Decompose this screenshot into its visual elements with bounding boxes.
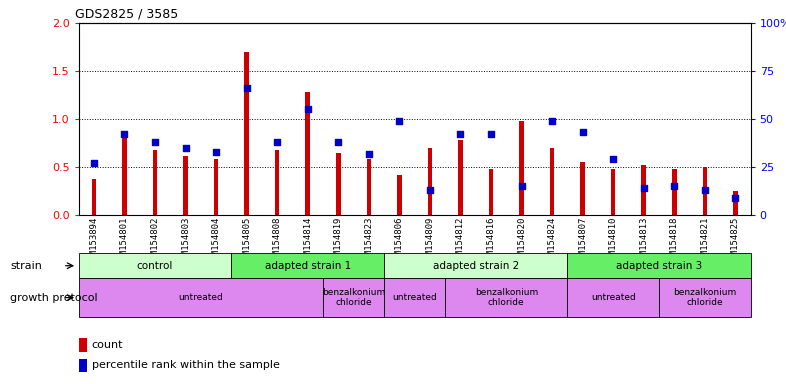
- Bar: [733, 191, 737, 215]
- Text: adapted strain 3: adapted strain 3: [616, 261, 702, 271]
- Bar: [445, 278, 567, 317]
- Bar: [244, 52, 249, 215]
- Bar: [611, 169, 615, 215]
- Text: untreated: untreated: [178, 293, 223, 302]
- Bar: [122, 136, 127, 215]
- Bar: [703, 167, 707, 215]
- Point: [241, 85, 253, 91]
- Bar: [183, 156, 188, 215]
- Bar: [659, 278, 751, 317]
- Point: [271, 139, 284, 145]
- Bar: [384, 278, 445, 317]
- Bar: [306, 92, 310, 215]
- Bar: [366, 159, 371, 215]
- Text: adapted strain 1: adapted strain 1: [265, 261, 351, 271]
- Bar: [231, 253, 384, 278]
- Point: [362, 151, 375, 157]
- Bar: [336, 152, 340, 215]
- Bar: [79, 278, 323, 317]
- Point: [516, 183, 528, 189]
- Bar: [152, 150, 157, 215]
- Bar: [580, 162, 585, 215]
- Point: [637, 185, 650, 191]
- Point: [668, 183, 681, 189]
- Point: [485, 131, 498, 137]
- Bar: [489, 169, 494, 215]
- Bar: [458, 140, 463, 215]
- Bar: [92, 179, 96, 215]
- Text: untreated: untreated: [591, 293, 636, 302]
- Point: [424, 187, 436, 193]
- Bar: [214, 159, 219, 215]
- Point: [332, 139, 344, 145]
- Bar: [428, 148, 432, 215]
- Text: benzalkonium
chloride: benzalkonium chloride: [322, 288, 385, 307]
- Bar: [397, 175, 402, 215]
- Point: [393, 118, 406, 124]
- Point: [699, 187, 711, 193]
- Text: count: count: [92, 340, 123, 350]
- Point: [149, 139, 161, 145]
- Text: strain: strain: [10, 261, 42, 271]
- Bar: [275, 150, 280, 215]
- Text: benzalkonium
chloride: benzalkonium chloride: [475, 288, 538, 307]
- Bar: [323, 278, 384, 317]
- Point: [87, 160, 100, 166]
- Point: [301, 106, 314, 113]
- Bar: [520, 121, 523, 215]
- Point: [210, 149, 222, 155]
- Text: benzalkonium
chloride: benzalkonium chloride: [673, 288, 736, 307]
- Point: [576, 129, 589, 136]
- Text: adapted strain 2: adapted strain 2: [432, 261, 519, 271]
- Text: GDS2825 / 3585: GDS2825 / 3585: [75, 7, 178, 20]
- Point: [454, 131, 467, 137]
- Bar: [641, 165, 646, 215]
- Bar: [79, 253, 231, 278]
- Text: untreated: untreated: [392, 293, 437, 302]
- Text: percentile rank within the sample: percentile rank within the sample: [92, 360, 280, 370]
- Bar: [384, 253, 567, 278]
- Bar: [79, 359, 87, 372]
- Bar: [549, 148, 554, 215]
- Bar: [567, 253, 751, 278]
- Point: [545, 118, 558, 124]
- Point: [607, 156, 619, 162]
- Bar: [672, 169, 677, 215]
- Text: control: control: [137, 261, 173, 271]
- Text: growth protocol: growth protocol: [10, 293, 97, 303]
- Point: [118, 131, 130, 137]
- Bar: [567, 278, 659, 317]
- Point: [179, 145, 192, 151]
- Bar: [79, 338, 87, 352]
- Point: [729, 195, 742, 201]
